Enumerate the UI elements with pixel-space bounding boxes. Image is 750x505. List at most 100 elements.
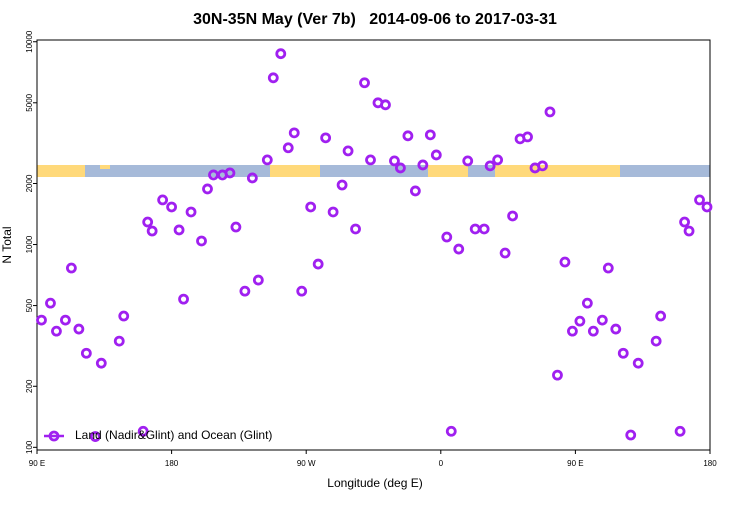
map-land — [270, 165, 320, 177]
point — [142, 216, 154, 228]
chart-title: 30N-35N May (Ver 7b) 2014-09-06 to 2017-… — [193, 11, 557, 28]
point — [202, 183, 213, 195]
point — [380, 99, 391, 111]
point — [45, 297, 56, 309]
point — [507, 210, 518, 222]
point — [252, 274, 264, 286]
y-tick-label: 2000 — [25, 174, 34, 192]
point — [296, 285, 308, 297]
map-land — [37, 165, 85, 177]
point — [275, 48, 287, 60]
point — [581, 297, 593, 309]
map-land — [495, 165, 620, 177]
point — [462, 155, 474, 167]
point — [327, 206, 339, 218]
point — [146, 225, 158, 237]
x-tick-label: 180 — [165, 459, 179, 468]
point — [173, 224, 185, 236]
y-axis-label: N Total — [0, 226, 14, 263]
point — [185, 206, 197, 218]
point — [246, 172, 258, 184]
map-land — [100, 165, 110, 169]
x-tick-label: 90 E — [29, 459, 45, 468]
point — [417, 159, 429, 171]
point — [65, 262, 77, 274]
legend-label: Land (Nadir&Glint) and Ocean (Glint) — [75, 428, 272, 442]
point — [342, 145, 354, 157]
point — [320, 132, 332, 144]
y-tick-label: 100 — [25, 440, 34, 454]
point — [80, 347, 92, 359]
point — [683, 225, 695, 237]
point — [95, 357, 107, 369]
point — [552, 369, 563, 381]
x-tick-label: 0 — [439, 459, 444, 468]
point — [267, 72, 279, 84]
point — [484, 160, 496, 172]
point — [602, 262, 614, 274]
point — [694, 194, 705, 206]
y-tick-label: 200 — [25, 379, 34, 393]
point — [282, 142, 294, 154]
point — [157, 194, 169, 206]
point — [118, 310, 130, 322]
point — [499, 247, 511, 259]
point — [409, 185, 421, 197]
point — [445, 425, 457, 437]
map-land — [428, 165, 468, 177]
point — [395, 162, 406, 174]
point — [574, 315, 586, 327]
point — [701, 201, 713, 213]
point — [178, 293, 189, 305]
point — [674, 425, 686, 437]
point — [402, 130, 414, 142]
point — [166, 201, 178, 213]
point — [492, 154, 504, 166]
point — [544, 106, 556, 118]
point — [625, 429, 637, 441]
point — [224, 167, 236, 179]
point — [239, 285, 251, 297]
point — [453, 243, 465, 255]
point — [230, 221, 242, 233]
x-tick-label: 180 — [703, 459, 717, 468]
point — [537, 160, 548, 172]
point — [617, 347, 629, 359]
point — [89, 431, 101, 442]
point — [196, 235, 207, 247]
point — [36, 314, 47, 326]
point — [650, 335, 662, 347]
point — [365, 154, 376, 166]
point — [522, 131, 533, 143]
point — [389, 155, 400, 167]
point — [336, 179, 348, 191]
point — [137, 425, 149, 437]
x-tick-label: 90 W — [297, 459, 316, 468]
point — [559, 256, 571, 268]
point — [441, 231, 453, 243]
y-tick-label: 1000 — [25, 235, 34, 253]
point — [430, 149, 442, 161]
point — [469, 223, 481, 235]
point — [51, 325, 62, 337]
point — [587, 325, 599, 337]
y-tick-label: 10000 — [25, 30, 34, 53]
point — [350, 223, 361, 235]
legend-marker — [48, 430, 60, 442]
point — [655, 310, 667, 322]
point — [596, 314, 608, 326]
point — [305, 201, 317, 213]
point — [60, 314, 71, 326]
point — [113, 335, 125, 347]
point — [632, 357, 644, 369]
x-tick-label: 90 E — [567, 459, 583, 468]
point — [261, 154, 273, 166]
point — [679, 216, 690, 228]
point — [610, 323, 622, 335]
point — [359, 77, 370, 89]
point — [312, 258, 324, 270]
point — [567, 325, 578, 337]
y-tick-label: 5000 — [25, 93, 34, 111]
point — [73, 323, 85, 335]
